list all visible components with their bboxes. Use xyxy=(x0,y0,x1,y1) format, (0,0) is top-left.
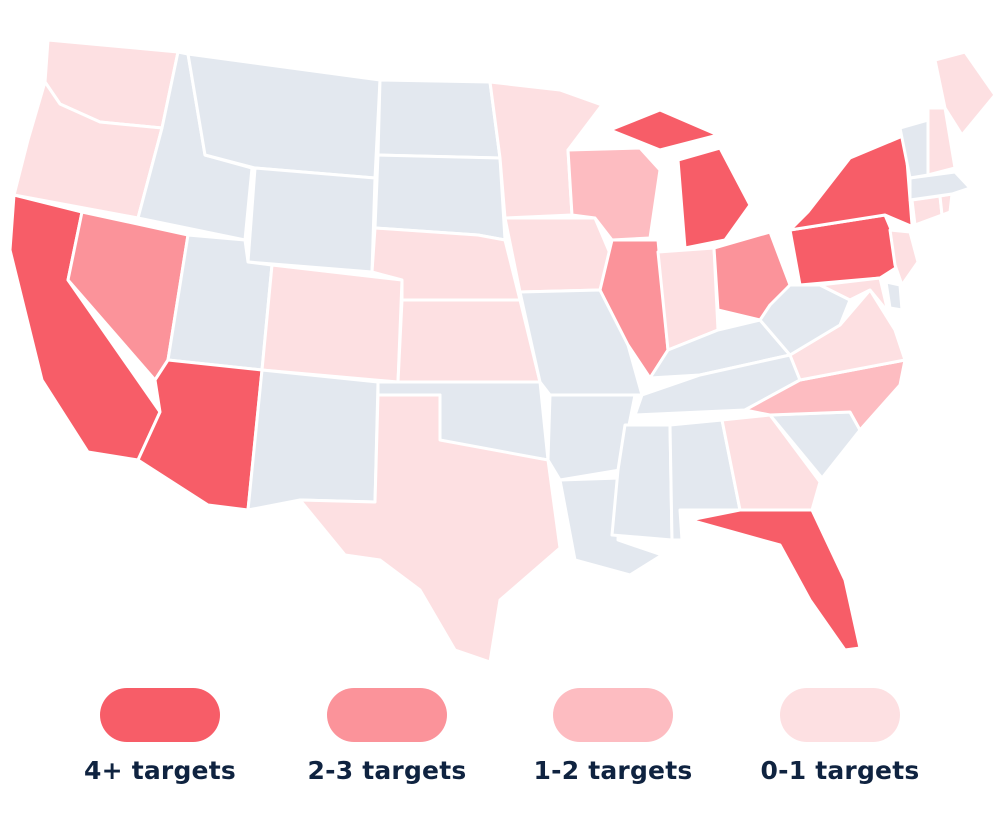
state-DE[interactable] xyxy=(884,280,904,312)
state-MI[interactable] xyxy=(608,108,752,250)
legend-label-1-2: 1-2 targets xyxy=(533,756,693,785)
legend-swatch-1-2 xyxy=(553,688,673,742)
state-MA[interactable] xyxy=(908,170,972,202)
state-IA[interactable] xyxy=(503,216,614,294)
legend-label-4plus: 4+ targets xyxy=(84,756,236,785)
legend-label-2-3: 2-3 targets xyxy=(307,756,467,785)
state-RI[interactable] xyxy=(938,192,954,217)
state-KS[interactable] xyxy=(396,298,542,384)
state-MD[interactable] xyxy=(818,276,890,314)
legend-swatch-0-1 xyxy=(780,688,900,742)
state-GA[interactable] xyxy=(720,413,822,512)
state-CO[interactable] xyxy=(260,263,404,384)
legend-item-1-2: 1-2 targets xyxy=(528,688,698,785)
state-NJ[interactable] xyxy=(888,228,920,287)
state-AZ[interactable] xyxy=(136,358,264,512)
legend-item-2-3: 2-3 targets xyxy=(302,688,472,785)
legend: 4+ targets 2-3 targets 1-2 targets 0-1 t… xyxy=(0,688,1000,798)
state-SD[interactable] xyxy=(373,153,507,242)
state-MT[interactable] xyxy=(186,52,382,180)
state-ND[interactable] xyxy=(376,78,502,160)
state-ME[interactable] xyxy=(933,50,997,137)
state-AR[interactable] xyxy=(546,393,637,482)
legend-item-0-1: 0-1 targets xyxy=(755,688,925,785)
state-WY[interactable] xyxy=(246,166,377,274)
state-MS[interactable] xyxy=(610,423,674,542)
us-states-map xyxy=(8,38,997,664)
legend-label-0-1: 0-1 targets xyxy=(760,756,920,785)
legend-swatch-2-3 xyxy=(327,688,447,742)
state-NM[interactable] xyxy=(246,368,380,512)
state-TX[interactable] xyxy=(298,393,562,664)
legend-swatch-4plus xyxy=(100,688,220,742)
state-WV[interactable] xyxy=(758,283,852,357)
state-FL[interactable] xyxy=(688,508,862,652)
state-NH[interactable] xyxy=(926,106,957,177)
legend-item-4plus: 4+ targets xyxy=(75,688,245,785)
state-NY[interactable] xyxy=(788,133,927,234)
